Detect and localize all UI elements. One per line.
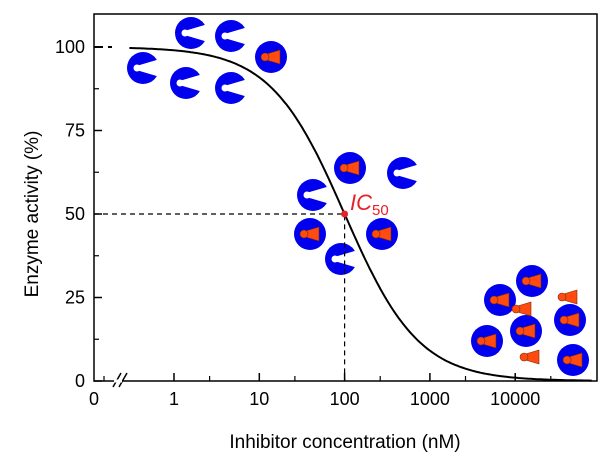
y-tick-label: 50 [65,204,85,224]
y-axis-label: Enzyme activity (%) [22,131,43,298]
active-site-pocket-icon [393,169,401,177]
free-inhibitor [557,289,578,305]
enzyme-inhibitor-complex [516,265,548,297]
bound-inhibitor-icon-head [515,326,525,336]
x-tick-label: 10 [249,389,269,409]
active-site-notch-icon [226,79,248,97]
y-tick-label: 25 [65,288,85,308]
free-enzyme [175,17,208,49]
free-inhibitor-icon-head [511,304,521,314]
plot-frame [93,13,598,382]
free-inhibitor-icon-head [519,352,529,362]
axis-break-mark [118,372,128,388]
bound-inhibitor-icon-head [299,229,309,239]
active-site-pocket-icon [221,84,229,92]
active-site-pocket-icon [331,255,339,263]
y-tick-label: 0 [75,371,85,391]
x-tick-label: 10000 [490,389,540,409]
bound-inhibitor-icon-head [559,315,569,325]
active-site-notch-icon [138,59,160,77]
free-enzyme [325,243,358,275]
active-site-notch-icon [181,74,203,92]
free-enzyme [215,20,248,52]
free-inhibitor [519,349,540,365]
x-axis-label: Inhibitor concentration (nM) [229,432,460,453]
active-site-pocket-icon [176,79,184,87]
enzyme-inhibitor-complex [294,218,326,250]
ic50-label: IC50 [350,190,389,219]
bound-inhibitor-icon-head [476,336,486,346]
x-tick-label: 1 [169,389,179,409]
x-tick-label: 0 [89,389,99,409]
y-tick-label: 75 [65,121,85,141]
active-site-notch-icon [186,24,208,42]
active-site-pocket-icon [133,64,141,72]
active-site-notch-icon [308,186,330,204]
axis-break-gap [114,379,122,383]
active-site-pocket-icon [303,191,311,199]
bound-inhibitor-icon-head [339,163,349,173]
active-site-pocket-icon [221,32,229,40]
y-tick-label: 100 [55,37,85,57]
free-enzyme [170,67,203,99]
free-enzyme [297,179,330,211]
x-tick-label: 1000 [410,389,450,409]
ic50-guide-lines [94,213,346,381]
bound-inhibitor-icon-head [489,295,499,305]
enzyme-inhibitor-complex [484,284,516,316]
enzyme-illustrations [127,17,589,376]
active-site-notch-icon [226,27,248,45]
free-enzyme [387,157,420,189]
enzyme-inhibitor-complex [366,218,398,250]
free-enzyme [127,52,160,84]
enzyme-inhibitor-complex [557,344,589,376]
x-tick-label: 100 [330,389,360,409]
bound-inhibitor-icon-head [371,229,381,239]
bound-inhibitor-icon-head [521,276,531,286]
enzyme-inhibitor-complex [510,315,542,347]
enzyme-inhibitor-complex [471,325,503,357]
active-site-pocket-icon [181,29,189,37]
free-enzyme [215,72,248,104]
enzyme-inhibitor-complex [334,152,366,184]
enzyme-inhibitor-complex [554,304,586,336]
free-inhibitor-icon-head [557,292,567,302]
bound-inhibitor-icon-head [562,355,572,365]
bound-inhibitor-icon-head [260,52,270,62]
ic50-point [341,210,349,218]
free-inhibitor [511,301,532,317]
active-site-notch-icon [336,250,358,268]
active-site-notch-icon [398,164,420,182]
enzyme-inhibitor-complex [255,41,287,73]
